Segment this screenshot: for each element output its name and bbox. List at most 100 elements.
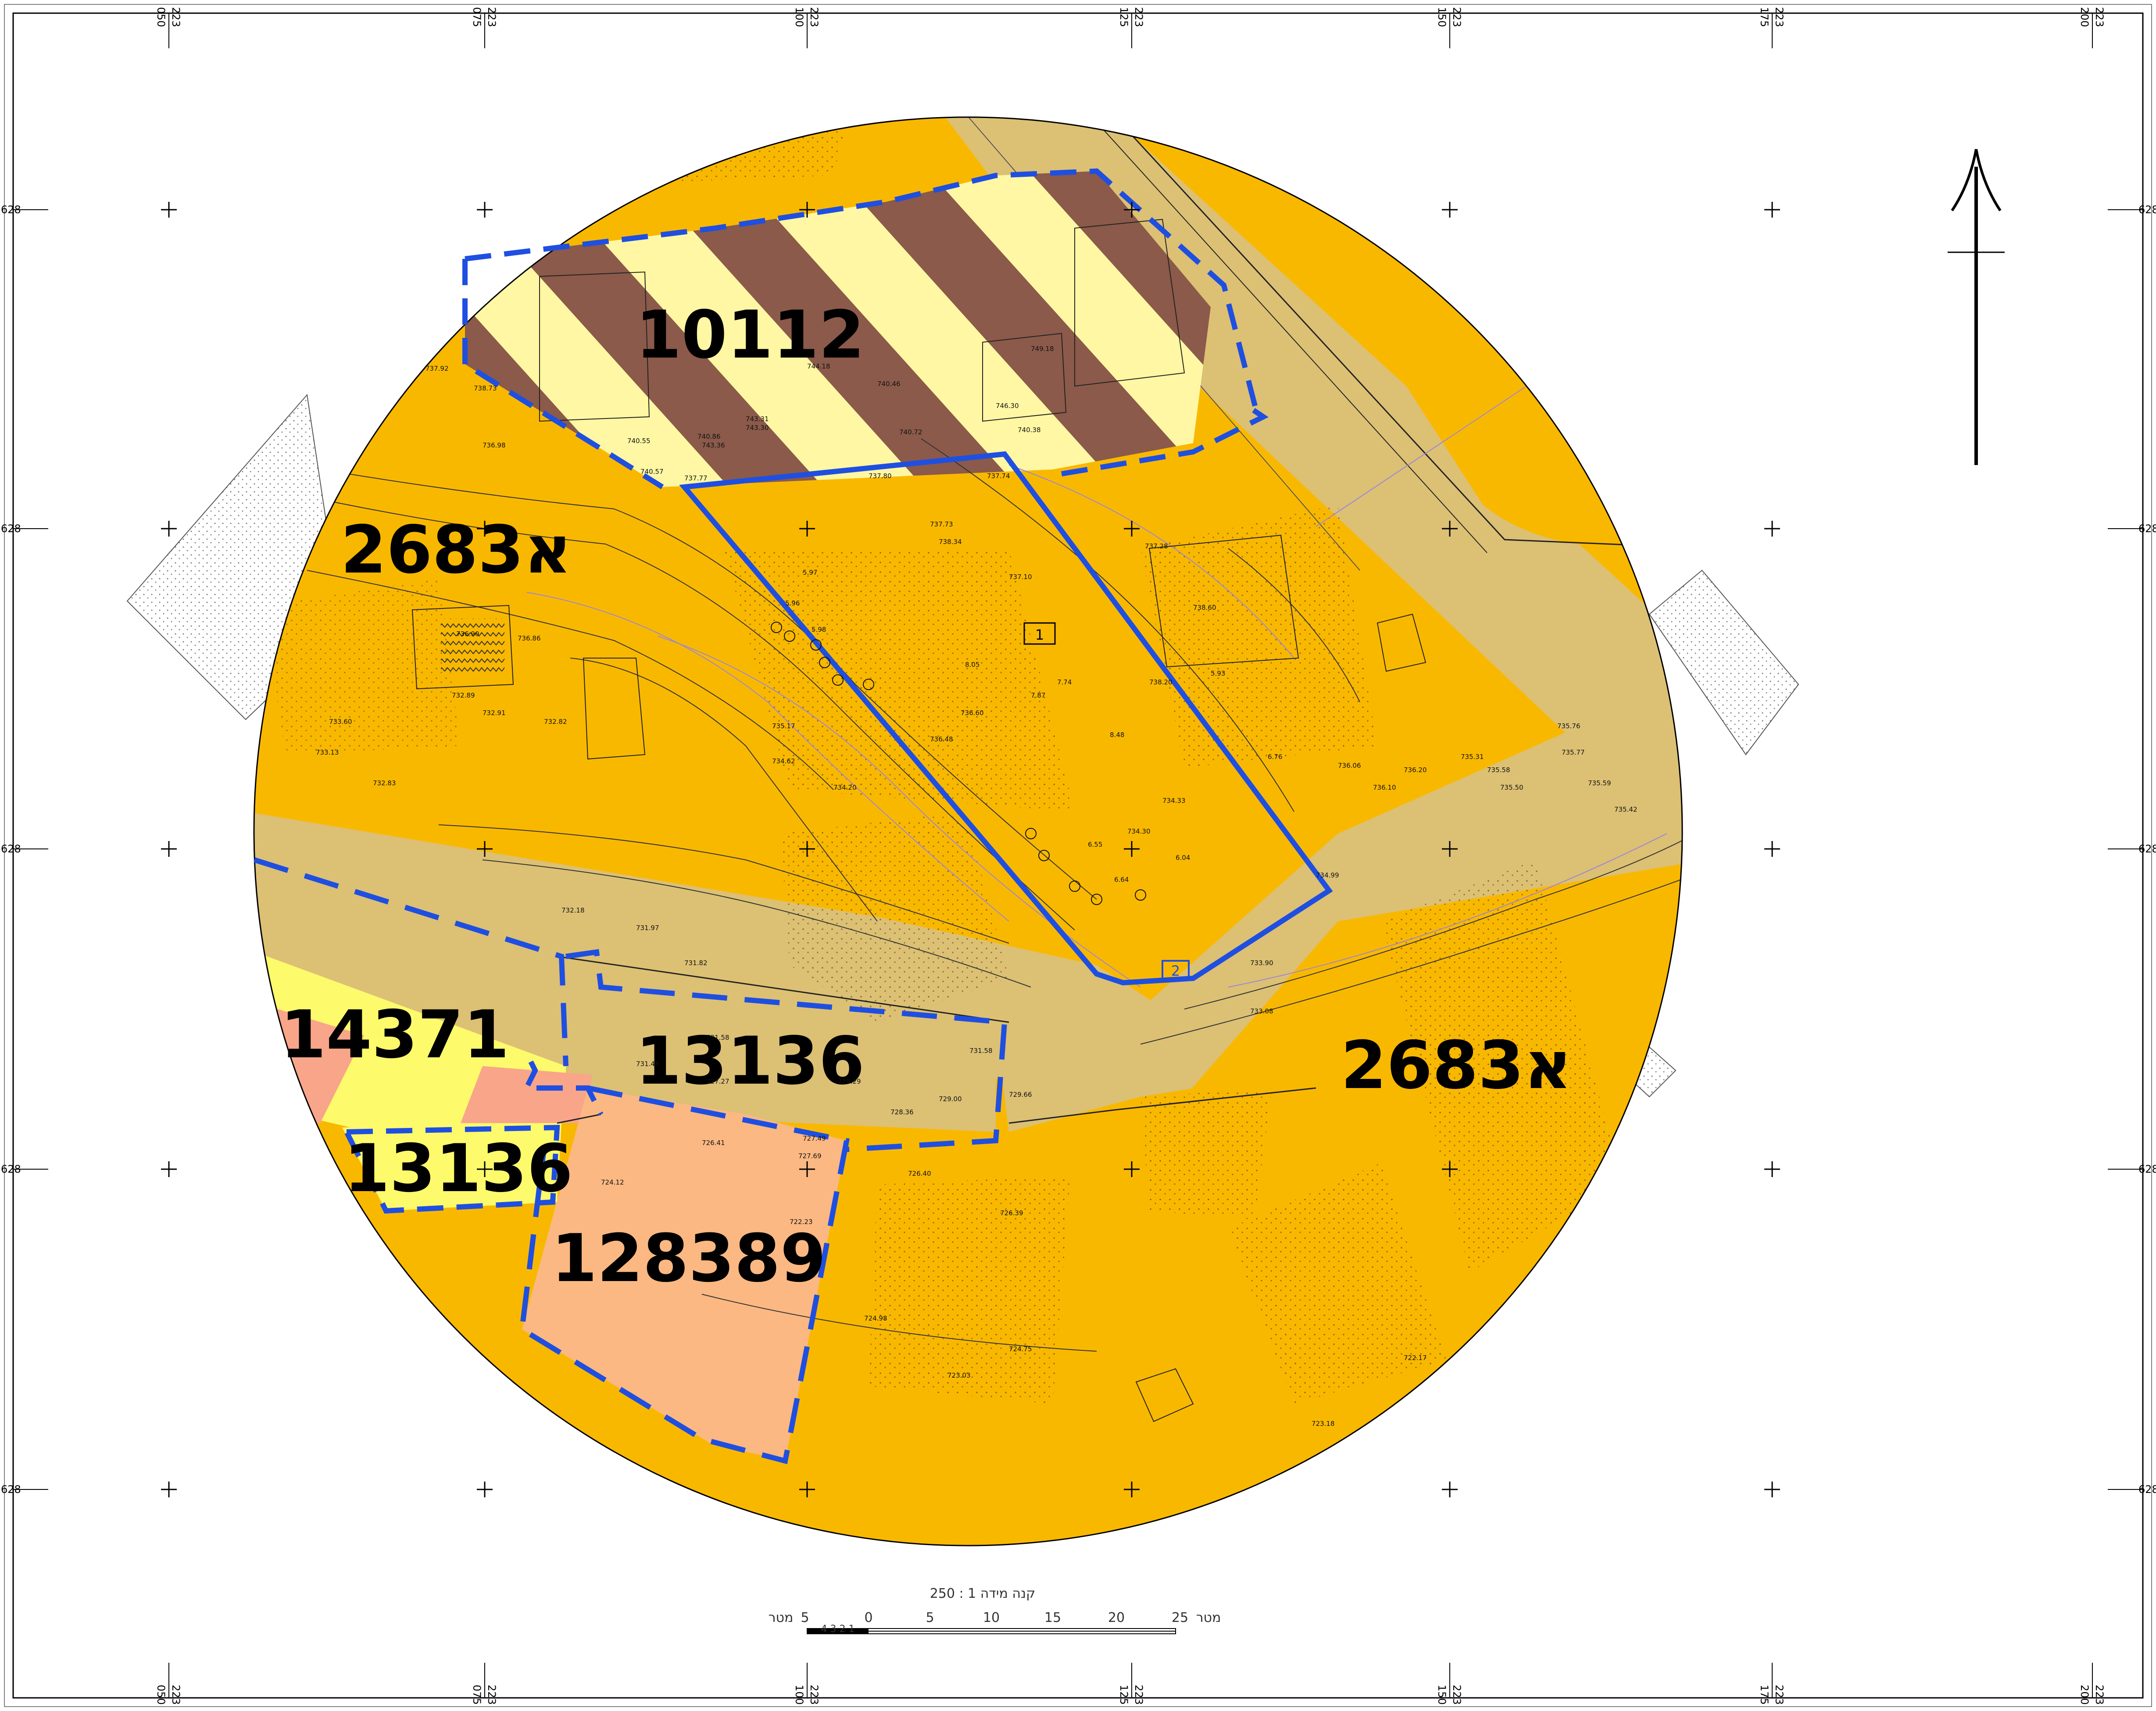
building-pad-5 [869,1176,1070,1404]
grid-label-top: 075 [471,7,483,27]
building-pad-4 [1382,860,1623,1272]
north-arrow-icon [1948,149,2005,465]
elevation-label: 737.74 [987,472,1010,480]
svg-text:1: 1 [1035,626,1044,643]
svg-text:4 3 2 1: 4 3 2 1 [821,1624,855,1635]
building-outlines [411,218,1427,1422]
elevation-label: 5.93 [1211,669,1225,677]
grid-label-bottom: 175 [1758,1685,1770,1705]
elevation-label: 732.82 [544,718,567,726]
building-pad-7 [1228,1163,1448,1404]
elevation-label: 734.62 [772,757,795,765]
building-pad-north [614,117,855,184]
building-pad-3 [1141,505,1377,768]
road-13136-boundary [565,949,1008,1152]
elevation-label: 731.48 [636,1060,659,1068]
elevation-label: 6.64 [1114,876,1129,884]
elevation-label: 732.83 [373,779,396,787]
elevation-label: 726.41 [702,1139,725,1147]
elevation-label: 749.18 [1031,345,1054,353]
elevation-label: 738.20 [1149,678,1173,686]
elevation-label: 733.90 [1250,959,1273,967]
elevation-label: 6.04 [1176,854,1190,862]
elevation-label: 723.18 [1312,1420,1335,1428]
elevation-label: 737.80 [869,472,892,480]
grid-label-top: 150 [1436,7,1448,27]
plot-marker-2: 2 [1162,960,1190,979]
elevation-label: 735.42 [1614,805,1638,813]
scale-unit-right: מטר [1196,1610,1221,1625]
elevation-label: 736.90 [456,630,479,638]
elevation-label: 736.20 [1404,766,1427,774]
elevation-label: 736.86 [518,634,541,642]
elevation-label: 729.00 [939,1095,962,1103]
grid-label-bottom: 223 [2093,1685,2106,1705]
grid-label-bottom: 223 [1451,1685,1463,1705]
grid-label-bottom: 050 [155,1685,167,1705]
elevation-label: 736.10 [1373,784,1396,791]
elevation-label: 727.27 [706,1077,729,1085]
plot-boundaries [254,168,1333,1464]
grid-label-bottom: 075 [471,1685,483,1705]
elevation-label: 737.28 [1145,542,1168,550]
grid-label-top: 223 [2093,7,2106,27]
elevation-label: 736.60 [961,709,984,717]
stairs-hatch [441,619,504,676]
outer-frame-thin [4,4,2152,1707]
plan-circle-outline [253,116,1683,1546]
elevation-label: 728.36 [890,1108,914,1116]
building-pad-2 [781,812,1009,1022]
elevation-label: 737.10 [1009,573,1032,581]
elevation-label: 5.97 [803,569,817,576]
elevation-label: 735.17 [772,722,795,730]
elevation-label: 731.58 [969,1047,993,1055]
grid-label-bottom: 125 [1118,1685,1130,1705]
elevation-label: 726.40 [908,1170,931,1178]
elevation-label: 724.12 [601,1178,624,1186]
plot-13136-strip-fill [342,1123,561,1211]
elevation-label: 5.98 [812,626,826,634]
elevation-label: 732.91 [483,709,506,717]
scale-title: קנה מידה 1 : 250 [930,1586,1036,1601]
elevation-label: 735.77 [1562,748,1585,756]
plot-label-14371: 14371 [280,997,509,1073]
svg-text:0: 0 [864,1610,872,1625]
grid-label-top: 223 [808,7,820,27]
grid-label-bottom: 223 [486,1685,498,1705]
elevation-label: 734.20 [833,784,857,791]
elevation-label: 733.13 [316,748,339,756]
main-plot-boundary [679,451,1333,986]
grid-label-top: 100 [793,7,805,27]
elevation-label: 734.30 [1127,827,1151,835]
elevation-label: 735.50 [1500,784,1523,791]
plot-10112-boundary [465,168,1262,422]
plot-label-2683a-right: 2683א [1341,1027,1572,1104]
elevation-label: 722.23 [790,1218,813,1226]
elevation-label: 5.96 [785,599,800,607]
elevation-label: 6.55 [1088,841,1102,848]
elevation-label: 740.86 [697,433,721,440]
elevation-label: 732.18 [561,906,585,914]
elevation-label: 733.08 [1250,1007,1273,1015]
svg-text:5: 5 [926,1610,934,1625]
elevation-label: 740.55 [627,437,651,445]
grid-label-top: 200 [2078,7,2091,27]
scale-unit-left: מטר [769,1610,794,1625]
elevation-label: 746.30 [996,402,1019,410]
elevation-label: 740.72 [899,428,922,436]
elevation-label: 724.98 [864,1314,887,1322]
plot-marker-1: 1 [1023,622,1056,645]
elevation-label: 727.69 [798,1152,822,1160]
grid-label-bottom: 150 [1436,1685,1448,1705]
grid-label-top: 223 [170,7,182,27]
plot-13136-strip-boundary [344,1124,560,1214]
elevation-label: 734.99 [1316,871,1339,879]
elevation-label: 740.46 [877,380,901,388]
elevation-label: 729.66 [1009,1091,1032,1099]
grid-label-bottom: 200 [2078,1685,2091,1705]
svg-text:10: 10 [983,1610,1000,1625]
grid-label-top: 223 [1451,7,1463,27]
svg-text:25: 25 [1172,1610,1188,1625]
elevation-label: 732.89 [452,691,475,699]
